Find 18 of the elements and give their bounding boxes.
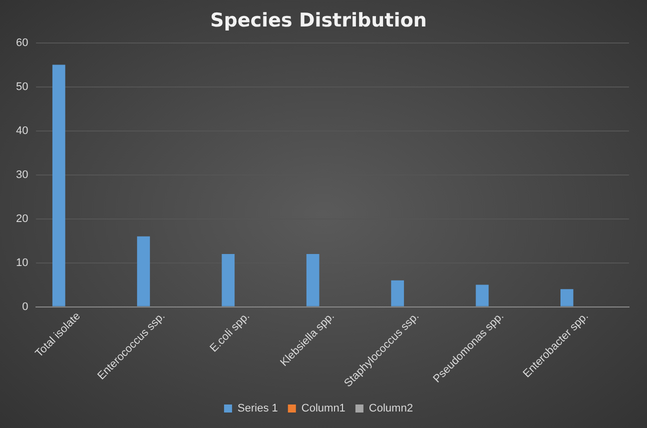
bar — [222, 254, 235, 306]
bar — [137, 236, 150, 306]
y-tick-label: 0 — [22, 300, 28, 313]
legend-label: Column2 — [368, 402, 413, 415]
bar — [391, 280, 404, 306]
bar — [52, 64, 66, 306]
bar — [560, 289, 574, 306]
y-tick-label: 60 — [16, 36, 28, 49]
bar — [306, 254, 320, 306]
y-tick-label: 10 — [16, 256, 28, 269]
bar — [476, 284, 489, 306]
y-tick-label: 30 — [16, 168, 28, 181]
legend-label: Series 1 — [238, 402, 278, 415]
y-tick-label: 40 — [16, 124, 28, 137]
chart-title: Species Distribution — [210, 9, 427, 32]
y-tick-label: 50 — [16, 80, 28, 93]
legend-label: Column1 — [301, 402, 346, 415]
y-tick-label: 20 — [16, 212, 28, 225]
